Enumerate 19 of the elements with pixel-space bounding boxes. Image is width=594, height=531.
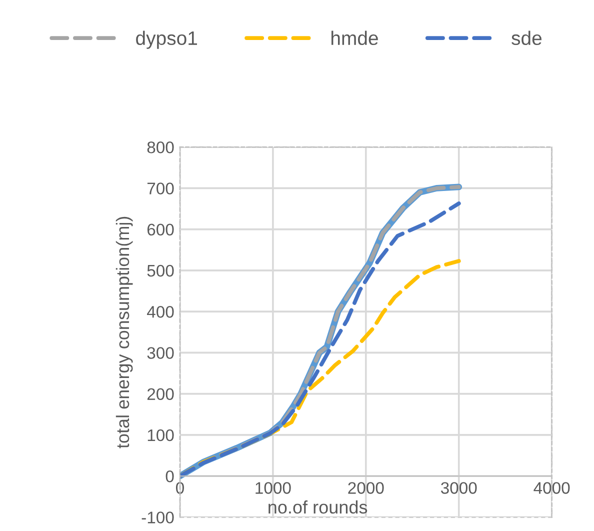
y-tick-label: 400 (147, 306, 174, 318)
y-tick-label: 0 (166, 470, 174, 482)
x-tick-label: 2000 (348, 482, 384, 494)
x-axis-title: no.of rounds (268, 500, 368, 514)
legend-label: hmde (332, 30, 378, 46)
y-tick-label: 800 (147, 141, 174, 154)
y-tick-label: 500 (147, 264, 174, 277)
y-tick-label: 600 (147, 224, 174, 236)
y-axis-title: total energy consumption(mj) (116, 216, 133, 448)
x-tick-label: 4000 (534, 482, 570, 494)
y-tick-label: 300 (147, 347, 174, 359)
y-tick-label: 200 (147, 388, 174, 400)
x-tick-label: 1000 (256, 482, 291, 494)
legend-label: dypso1 (136, 30, 197, 49)
y-tick-label: -100 (142, 512, 174, 524)
y-tick-label: 700 (147, 182, 174, 194)
y-tick-label: 100 (148, 429, 174, 442)
legend-label: sde (512, 30, 542, 46)
x-tick-label: 3000 (440, 482, 477, 494)
